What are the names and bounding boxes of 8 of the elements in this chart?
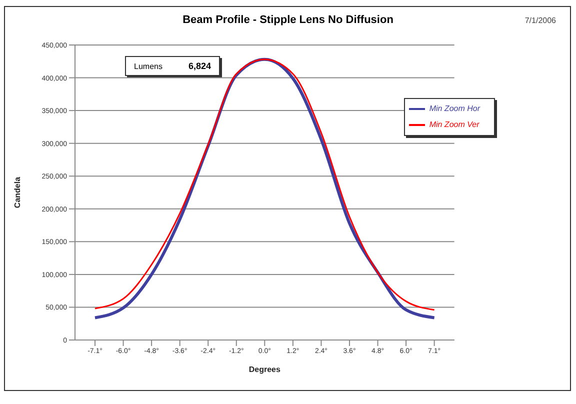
annotation: 6,824 bbox=[188, 61, 211, 71]
x-axis-title: Degrees bbox=[248, 365, 281, 374]
text: 7/1/2006 bbox=[524, 16, 556, 25]
legend-label: Min Zoom Ver bbox=[429, 120, 480, 130]
chart-title: Beam Profile - Stipple Lens No Diffusion bbox=[182, 14, 394, 26]
y-axis-title: Candela bbox=[12, 176, 22, 208]
legend-label: Min Zoom Hor bbox=[429, 104, 480, 114]
annotation: Lumens bbox=[134, 62, 162, 70]
